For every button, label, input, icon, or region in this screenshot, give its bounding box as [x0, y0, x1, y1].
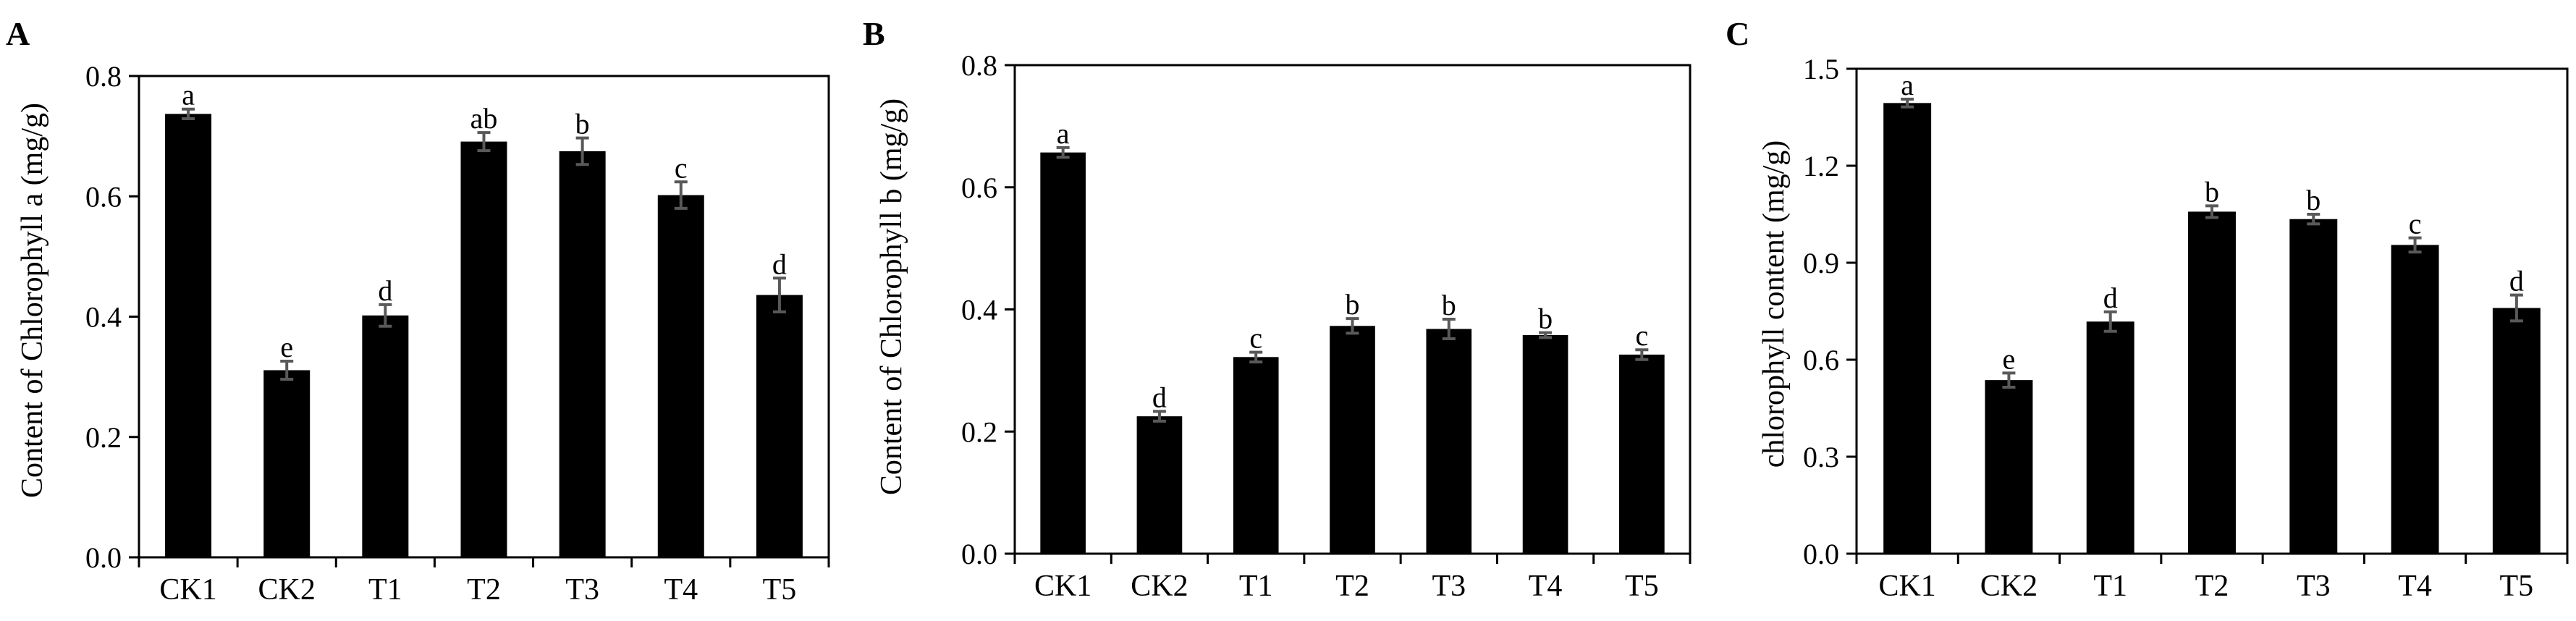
x-category-label: T5	[2500, 570, 2534, 603]
significance-label: c	[1249, 322, 1262, 355]
significance-label: d	[1152, 381, 1167, 413]
x-category-label: T1	[1239, 570, 1273, 603]
panel-letter-a: A	[6, 15, 30, 52]
x-category-label: T3	[1432, 570, 1466, 603]
bar-t4	[2391, 245, 2439, 554]
x-category-label: T2	[2195, 570, 2229, 603]
y-tick-label: 0.0	[85, 541, 122, 574]
bar-ck1	[165, 114, 212, 557]
x-category-label: T4	[2398, 570, 2432, 603]
significance-label: e	[280, 331, 293, 363]
significance-label: e	[2003, 342, 2016, 375]
bar-t2	[2188, 211, 2236, 554]
bar-ck2	[263, 370, 311, 557]
significance-label: c	[2409, 208, 2422, 240]
bar-t4	[1522, 334, 1568, 554]
x-category-label: T3	[565, 573, 599, 607]
x-category-label: T1	[2093, 570, 2127, 603]
y-tick-label: 0.0	[961, 538, 997, 570]
y-tick-label: 0.8	[961, 49, 997, 82]
y-tick-label: 0.4	[961, 294, 997, 326]
panel-letter-c: C	[1726, 15, 1749, 52]
x-category-label: T2	[1335, 570, 1369, 603]
bar-ck1	[1040, 152, 1086, 554]
bar-t3	[2289, 219, 2338, 554]
y-tick-label: 0.2	[961, 415, 997, 448]
y-tick-label: 0.6	[961, 172, 997, 204]
significance-label: b	[2205, 175, 2219, 208]
significance-label: b	[1538, 303, 1553, 335]
x-category-label: CK1	[1878, 570, 1935, 603]
bar-t3	[559, 151, 606, 557]
bar-t1	[1233, 357, 1279, 554]
y-axis-title-a: Content of Chlorophyll a (mg/g)	[16, 103, 49, 498]
significance-label: a	[1057, 117, 1070, 150]
significance-label: ab	[470, 102, 498, 135]
y-tick-label: 0.4	[85, 301, 122, 334]
x-category-label: CK2	[258, 573, 316, 607]
y-axis-title-b: Content of Chlorophyll b (mg/g)	[875, 98, 908, 495]
x-category-label: CK2	[1980, 570, 2037, 603]
significance-label: d	[2509, 265, 2524, 297]
y-tick-label: 0.6	[1803, 344, 1839, 376]
bar-ck1	[1883, 103, 1932, 554]
bar-ck2	[1136, 416, 1183, 554]
significance-label: d	[772, 248, 787, 280]
x-category-label: T5	[1625, 570, 1659, 603]
significance-label: a	[182, 79, 195, 111]
bar-t1	[362, 315, 409, 557]
panel-b: B Content of Chlorophyll b (mg/g) 0.0 0.2…	[863, 15, 1692, 603]
significance-label: d	[378, 274, 392, 307]
y-tick-label: 0.0	[1803, 538, 1839, 570]
significance-label: b	[2306, 184, 2320, 216]
x-category-label: T4	[1529, 570, 1563, 603]
panel-letter-b: B	[863, 15, 885, 52]
y-tick-label: 0.2	[85, 421, 122, 454]
bar-t5	[2492, 308, 2541, 554]
significance-label: b	[575, 108, 590, 140]
bar-t5	[756, 295, 803, 557]
x-category-label: T3	[2297, 570, 2331, 603]
panel-c: C chlorophyll content (mg/g) 0.0 0.3 0.6 0.…	[1726, 15, 2569, 603]
bar-ck2	[1985, 380, 2033, 554]
x-category-label: CK2	[1131, 570, 1188, 603]
bar-t1	[2086, 321, 2134, 554]
significance-label: b	[1346, 288, 1360, 321]
x-category-label: T5	[763, 573, 797, 607]
y-tick-label: 1.2	[1803, 150, 1839, 182]
y-axis-title-c: chlorophyll content (mg/g)	[1757, 140, 1791, 468]
significance-label: b	[1442, 289, 1456, 321]
y-tick-label: 0.9	[1803, 247, 1839, 279]
bar-t3	[1426, 329, 1472, 554]
y-tick-label: 0.8	[85, 60, 122, 93]
x-category-label: T4	[664, 573, 698, 607]
bar-t2	[460, 141, 507, 557]
y-tick-label: 0.6	[85, 180, 122, 213]
significance-label: c	[1635, 319, 1648, 352]
x-category-label: T2	[467, 573, 501, 607]
bar-t2	[1330, 326, 1375, 554]
bar-t5	[1619, 354, 1665, 554]
significance-label: d	[2103, 282, 2118, 314]
x-category-label: T1	[368, 573, 402, 607]
y-tick-label: 0.3	[1803, 441, 1839, 473]
significance-label: a	[1901, 69, 1914, 101]
x-category-label: CK1	[1034, 570, 1091, 603]
bar-t4	[657, 195, 704, 557]
x-category-label: CK1	[159, 573, 216, 607]
y-tick-label: 1.5	[1803, 53, 1839, 85]
panel-a: A Content of Chlorophyll a (mg/g) 0.0 0.2…	[6, 15, 830, 607]
significance-label: c	[675, 151, 688, 184]
